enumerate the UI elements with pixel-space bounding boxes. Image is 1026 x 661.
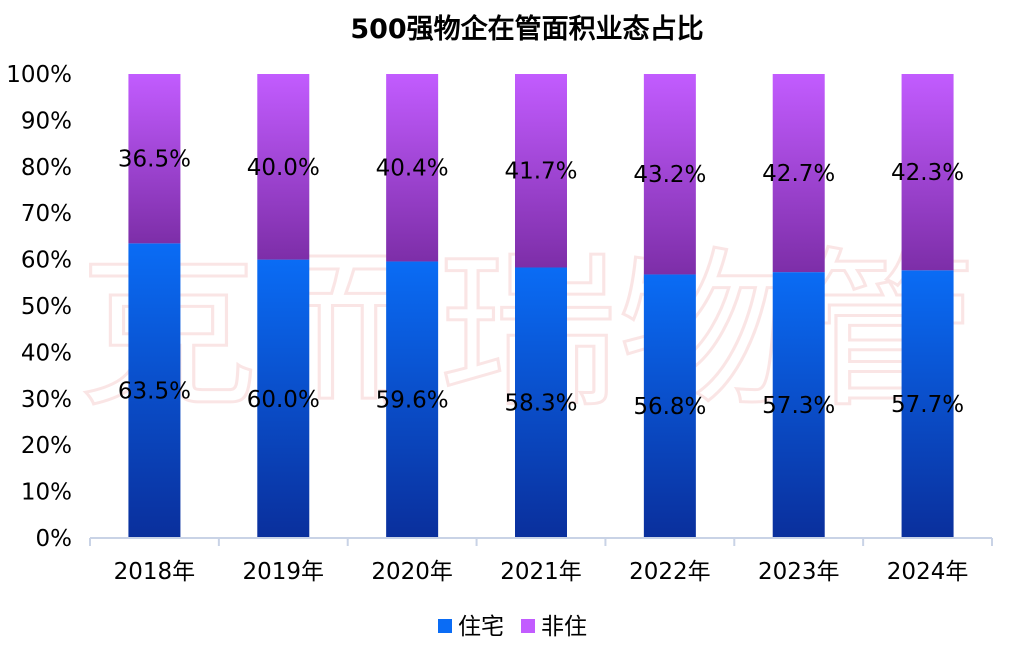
data-label-非住-2021年: 41.7%	[504, 159, 577, 185]
bar-segment-非住-2023年	[772, 74, 825, 273]
y-tick-label: 100%	[6, 62, 72, 88]
bars	[128, 74, 954, 539]
data-label-住宅-2020年: 59.6%	[376, 388, 449, 414]
data-label-非住-2023年: 42.7%	[762, 161, 835, 187]
legend-swatch-住宅	[438, 619, 452, 633]
y-tick-label: 70%	[21, 201, 72, 227]
data-label-非住-2022年: 43.2%	[633, 162, 706, 188]
legend-label-非住: 非住	[541, 614, 587, 640]
bar-segment-住宅-2023年	[772, 272, 825, 538]
data-label-非住-2020年: 40.4%	[376, 156, 449, 182]
y-tick-label: 0%	[36, 526, 73, 552]
y-tick-label: 90%	[21, 108, 72, 134]
y-tick-label: 50%	[21, 294, 72, 320]
y-tick-label: 80%	[21, 155, 72, 181]
data-label-住宅-2019年: 60.0%	[247, 387, 320, 413]
data-label-住宅-2022年: 56.8%	[633, 394, 706, 420]
y-tick-label: 20%	[21, 433, 72, 459]
legend: 住宅 非住	[438, 614, 587, 640]
data-label-非住-2019年: 40.0%	[247, 155, 320, 181]
x-tick-label: 2023年	[758, 559, 840, 585]
bar-segment-住宅-2020年	[386, 261, 439, 538]
chart-title: 500强物企在管面积业态占比	[350, 13, 703, 45]
data-label-非住-2024年: 42.3%	[891, 160, 964, 186]
bar-segment-非住-2018年	[128, 74, 181, 244]
x-tick-label: 2020年	[371, 559, 453, 585]
y-tick-label: 30%	[21, 387, 72, 413]
data-label-住宅-2021年: 58.3%	[504, 391, 577, 417]
x-tick-label: 2021年	[500, 559, 582, 585]
bar-segment-住宅-2022年	[643, 274, 696, 538]
y-tick-label: 40%	[21, 340, 72, 366]
x-axis-ticks: 2018年 2019年 2020年 2021年 2022年 2023年 2024年	[114, 559, 969, 585]
bar-segment-非住-2019年	[257, 74, 310, 260]
y-tick-label: 60%	[21, 248, 72, 274]
bar-segment-住宅-2018年	[128, 243, 181, 539]
data-label-住宅-2023年: 57.3%	[762, 393, 835, 419]
y-tick-label: 10%	[21, 480, 72, 506]
x-axis	[89, 537, 993, 546]
bar-segment-非住-2024年	[901, 74, 954, 271]
bar-segment-住宅-2019年	[257, 259, 310, 538]
x-tick-label: 2022年	[629, 559, 711, 585]
bar-segment-住宅-2021年	[515, 267, 567, 538]
x-tick-label: 2018年	[114, 559, 196, 585]
data-label-住宅-2018年: 63.5%	[118, 379, 191, 405]
legend-swatch-非住	[521, 619, 535, 633]
x-tick-label: 2019年	[243, 559, 325, 585]
bar-segment-住宅-2024年	[901, 270, 954, 538]
bar-segment-非住-2022年	[643, 74, 696, 275]
data-label-非住-2018年: 36.5%	[118, 147, 191, 173]
data-label-住宅-2024年: 57.7%	[891, 392, 964, 418]
legend-label-住宅: 住宅	[458, 614, 504, 640]
x-tick-label: 2024年	[887, 559, 969, 585]
bar-segment-非住-2020年	[386, 74, 439, 262]
bar-segment-非住-2021年	[515, 74, 567, 268]
y-axis-ticks: 0% 10% 20% 30% 40% 50% 60% 70% 80% 90% 100%	[6, 62, 72, 552]
data-labels: 63.5% 36.5% 60.0% 40.0% 59.6% 40.4% 58.3% 41.7%…	[118, 147, 964, 421]
